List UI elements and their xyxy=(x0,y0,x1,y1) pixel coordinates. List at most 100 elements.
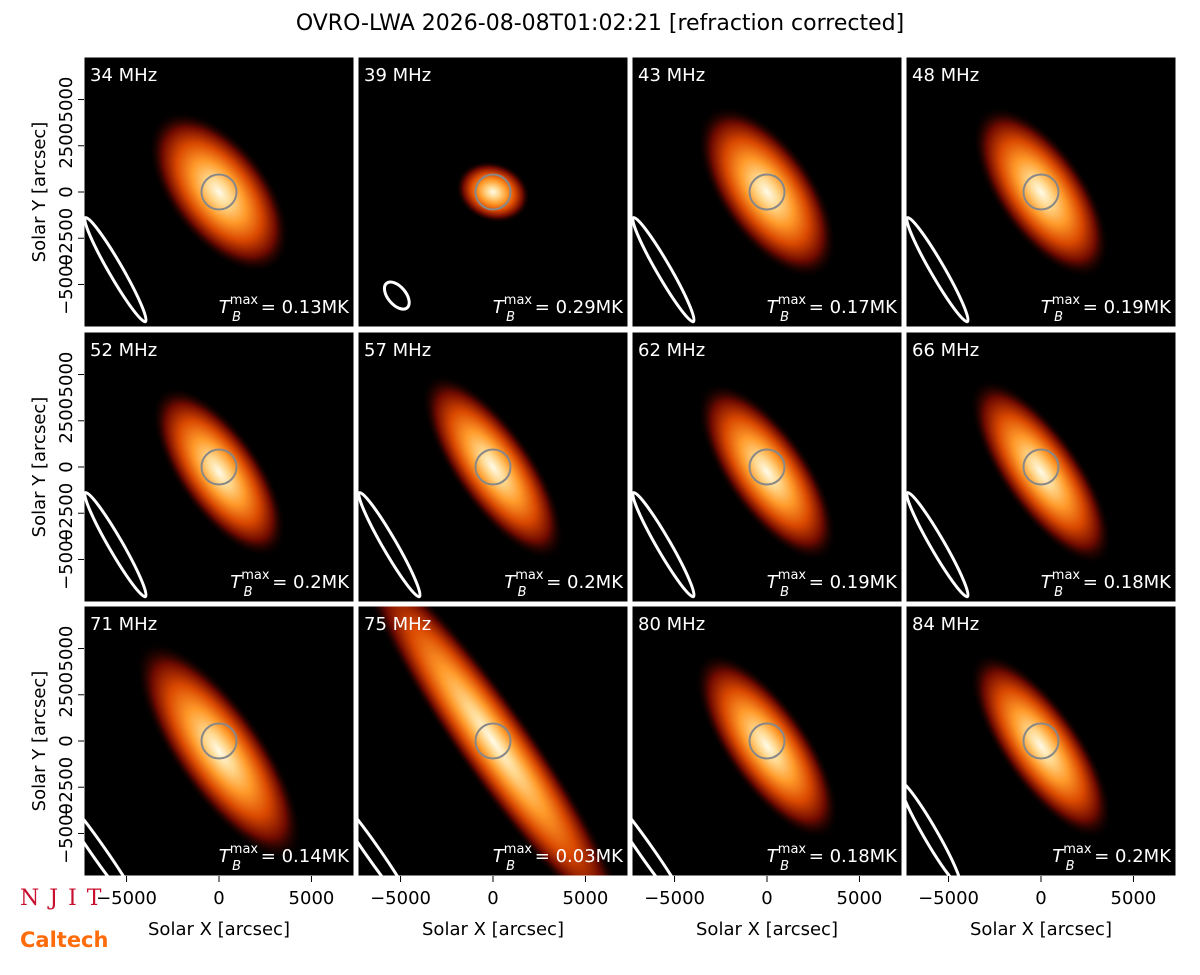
tmax-symbol: T xyxy=(230,572,243,593)
tmax-eq: = xyxy=(803,572,830,593)
beam xyxy=(632,491,696,599)
x-tick-label: 0 xyxy=(1035,888,1046,909)
frequency-label: 62 MHz xyxy=(638,340,705,361)
tmax-value: 0.03MK xyxy=(556,846,625,867)
y-tick-label: 0 xyxy=(56,186,77,197)
panel-frame xyxy=(905,331,1177,603)
tmax-eq: = xyxy=(255,297,282,318)
tmax-sup: max xyxy=(515,568,544,583)
beam xyxy=(632,788,692,876)
x-tick-label: −5000 xyxy=(96,888,157,909)
solar-disk xyxy=(748,173,786,211)
tmax-sub: B xyxy=(1054,585,1063,600)
tmax-label: Tmax B = 0.2MK xyxy=(230,568,350,600)
y-tick-label: 0 xyxy=(56,735,77,746)
solar-disk xyxy=(474,173,512,211)
y-tick-label: −5000 xyxy=(56,254,77,315)
panel xyxy=(84,57,354,327)
tmax-symbol: T xyxy=(767,846,780,867)
tmax-sup: max xyxy=(1052,293,1081,308)
y-axis-label: Solar Y [arcsec] xyxy=(29,671,50,812)
x-tick-label: 5000 xyxy=(837,888,883,909)
solar-disk xyxy=(200,173,238,211)
beam xyxy=(906,491,970,599)
x-axis-label: Solar X [arcsec] xyxy=(970,919,1112,940)
y-tick-label: −5000 xyxy=(56,529,77,590)
tmax-label: Tmax B = 0.2MK xyxy=(1052,842,1172,874)
tmax-label: Tmax B = 0.18MK xyxy=(767,842,898,874)
tmax-sub: B xyxy=(780,310,789,325)
x-axis-label: Solar X [arcsec] xyxy=(696,919,838,940)
panel xyxy=(632,606,902,876)
tmax-symbol: T xyxy=(493,297,506,318)
panel xyxy=(358,57,628,327)
y-tick-label: 5000 xyxy=(56,352,77,398)
panel xyxy=(632,332,902,602)
caltech-logo: Caltech xyxy=(20,928,108,952)
solar-disk xyxy=(200,448,238,486)
tmax-value: 0.17MK xyxy=(830,297,899,318)
tmax-sub: B xyxy=(1066,859,1075,874)
tmax-sub: B xyxy=(244,585,253,600)
njit-logo: NJIT xyxy=(20,886,111,911)
tmax-symbol: T xyxy=(1041,572,1054,593)
beam xyxy=(906,216,970,324)
frequency-label: 80 MHz xyxy=(638,614,705,635)
tmax-sup: max xyxy=(241,568,270,583)
x-tick-label: 5000 xyxy=(289,888,335,909)
tmax-eq: = xyxy=(1077,572,1104,593)
x-axis-label: Solar X [arcsec] xyxy=(148,919,290,940)
y-tick-label: 5000 xyxy=(56,77,77,123)
tmax-sub: B xyxy=(780,585,789,600)
emission xyxy=(969,653,1113,839)
tmax-label: Tmax B = 0.19MK xyxy=(1041,293,1172,325)
tmax-symbol: T xyxy=(767,572,780,593)
panel xyxy=(906,606,1176,876)
y-tick-label: 2500 xyxy=(56,398,77,444)
x-tick-label: −5000 xyxy=(918,888,979,909)
y-axis-label: Solar Y [arcsec] xyxy=(29,397,50,538)
emission xyxy=(697,382,837,562)
tmax-eq: = xyxy=(1089,846,1116,867)
beam xyxy=(84,216,148,324)
beam xyxy=(382,280,411,311)
tmax-eq: = xyxy=(1077,297,1104,318)
frequency-label: 84 MHz xyxy=(912,614,979,635)
tmax-value: 0.14MK xyxy=(282,846,351,867)
tmax-value: 0.2MK xyxy=(567,572,624,593)
tmax-sub: B xyxy=(232,859,241,874)
y-tick-label: −2500 xyxy=(56,483,77,544)
tmax-sub: B xyxy=(1054,310,1063,325)
emission xyxy=(152,386,286,558)
frequency-label: 57 MHz xyxy=(364,340,431,361)
tmax-symbol: T xyxy=(219,846,232,867)
tmax-symbol: T xyxy=(767,297,780,318)
x-tick-label: −5000 xyxy=(644,888,705,909)
panel-frame xyxy=(357,56,629,328)
tmax-sub: B xyxy=(518,585,527,600)
x-tick-label: −5000 xyxy=(370,888,431,909)
figure-title: OVRO-LWA 2026-08-08T01:02:21 [refraction… xyxy=(296,11,904,36)
panel xyxy=(632,57,902,327)
beam xyxy=(84,788,144,876)
tmax-sub: B xyxy=(506,859,515,874)
tmax-symbol: T xyxy=(1052,846,1065,867)
beam xyxy=(84,491,148,599)
tmax-eq: = xyxy=(255,846,282,867)
tmax-label: Tmax B = 0.03MK xyxy=(493,842,624,874)
tmax-symbol: T xyxy=(493,846,506,867)
tmax-sup: max xyxy=(778,842,807,857)
solar-disk xyxy=(748,722,786,760)
tmax-eq: = xyxy=(803,297,830,318)
emission xyxy=(969,379,1113,565)
emission xyxy=(455,160,531,224)
tmax-symbol: T xyxy=(504,572,517,593)
y-tick-label: 2500 xyxy=(56,672,77,718)
emission xyxy=(358,606,628,876)
beam xyxy=(632,216,696,324)
tmax-value: 0.2MK xyxy=(1115,846,1172,867)
solar-disk xyxy=(1022,448,1060,486)
tmax-label: Tmax B = 0.17MK xyxy=(767,293,898,325)
solar-disk xyxy=(474,722,512,760)
